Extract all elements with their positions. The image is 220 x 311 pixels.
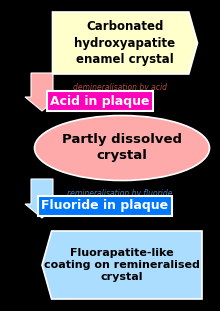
Text: Partly dissolved
crystal: Partly dissolved crystal — [62, 133, 182, 163]
Text: remineralisation by fluoride: remineralisation by fluoride — [67, 188, 173, 197]
Text: Carbonated
hydroxyapatite
enamel crystal: Carbonated hydroxyapatite enamel crystal — [74, 21, 176, 66]
Text: demineralisation by acid: demineralisation by acid — [73, 82, 167, 91]
Text: Acid in plaque: Acid in plaque — [50, 95, 150, 108]
Polygon shape — [53, 12, 198, 74]
Text: Fluorapatite-like
coating on remineralised
crystal: Fluorapatite-like coating on remineralis… — [44, 248, 200, 282]
Ellipse shape — [35, 115, 209, 180]
FancyArrow shape — [25, 73, 59, 111]
Text: Fluoride in plaque: Fluoride in plaque — [41, 199, 169, 212]
FancyArrow shape — [25, 179, 59, 218]
Polygon shape — [42, 231, 202, 299]
